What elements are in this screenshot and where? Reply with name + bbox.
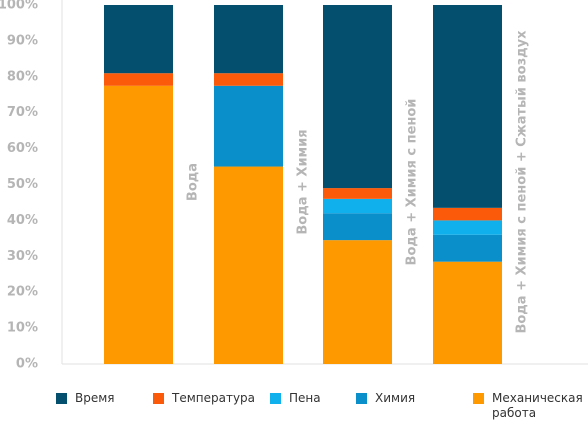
legend-item: Пена bbox=[270, 391, 350, 406]
bar-segment bbox=[104, 5, 173, 74]
legend-label: Механическая работа bbox=[492, 391, 583, 420]
y-tick-label: 100% bbox=[0, 0, 38, 13]
legend-label: Температура bbox=[172, 391, 256, 405]
y-tick-label: 60% bbox=[7, 141, 38, 156]
bar-segment bbox=[214, 85, 283, 167]
bar-segment bbox=[323, 213, 392, 241]
bar-segment bbox=[323, 188, 392, 199]
legend-swatch bbox=[356, 393, 367, 404]
bar-segment bbox=[214, 73, 283, 86]
y-tick-label: 70% bbox=[7, 105, 38, 120]
category-label: Вода + Химия bbox=[296, 129, 311, 234]
bar-segment bbox=[433, 207, 502, 221]
y-tick-label: 30% bbox=[7, 249, 38, 264]
category-label: Вода + Химия с пеной + Сжатый воздух bbox=[515, 30, 530, 334]
bar-segment bbox=[323, 5, 392, 189]
y-tick-label: 40% bbox=[7, 213, 38, 228]
legend-swatch bbox=[270, 393, 281, 404]
legend-item: Механическая работа bbox=[473, 391, 588, 421]
legend-label: Химия bbox=[375, 391, 416, 405]
bar-segment bbox=[214, 5, 283, 74]
category-label: Вода + Химия с пеной bbox=[405, 99, 420, 266]
y-tick-label: 20% bbox=[7, 285, 38, 300]
bar-segment bbox=[433, 220, 502, 235]
bar-segment bbox=[433, 234, 502, 262]
y-tick-label: 0% bbox=[16, 357, 38, 372]
y-tick-label: 80% bbox=[7, 69, 38, 84]
y-tick-label: 50% bbox=[7, 177, 38, 192]
category-label: Вода bbox=[186, 163, 201, 201]
y-tick-label: 90% bbox=[7, 33, 38, 48]
bar-segment bbox=[433, 261, 502, 364]
legend-label: Время bbox=[75, 391, 115, 405]
legend-item: Температура bbox=[153, 391, 263, 406]
bar-segment bbox=[323, 240, 392, 364]
legend-label: Пена bbox=[289, 391, 321, 405]
legend-swatch bbox=[153, 393, 164, 404]
legend-item: Химия bbox=[356, 391, 466, 406]
bar-segment bbox=[104, 73, 173, 86]
bar-segment bbox=[323, 198, 392, 214]
legend-swatch bbox=[473, 393, 484, 404]
bar-segment bbox=[104, 85, 173, 365]
bar-segment bbox=[433, 5, 502, 208]
y-tick-label: 10% bbox=[7, 321, 38, 336]
legend-item: Время bbox=[56, 391, 146, 406]
bar-segment bbox=[214, 166, 283, 364]
legend-swatch bbox=[56, 393, 67, 404]
